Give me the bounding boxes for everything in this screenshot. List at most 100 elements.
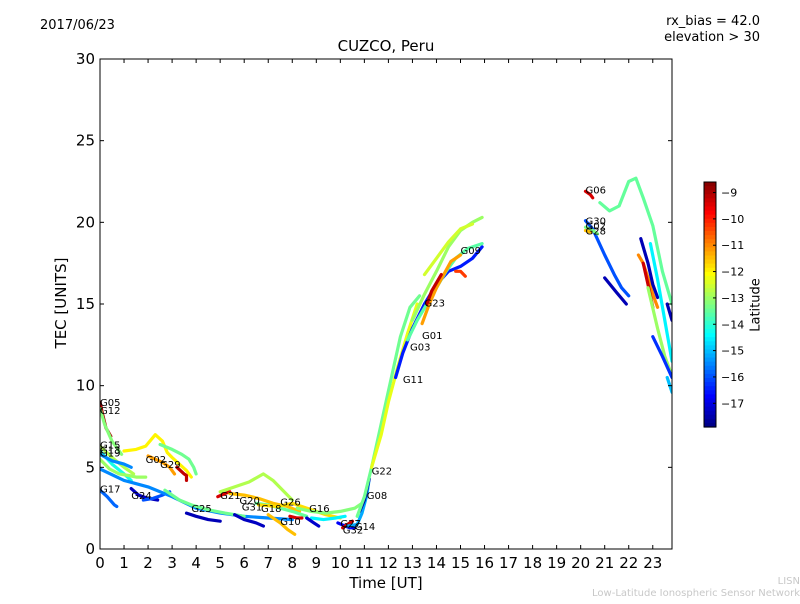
annotation-layer: G05G12G15G13G19G17G24G02G29G25G21G20G31G… bbox=[100, 186, 606, 537]
colorbar-segment bbox=[704, 390, 716, 395]
prn-label: G14 bbox=[355, 522, 375, 533]
chart-title: CUZCO, Peru bbox=[337, 37, 435, 55]
satellite-track bbox=[305, 516, 321, 528]
colorbar-segment bbox=[704, 345, 716, 351]
satellite-track bbox=[665, 302, 672, 322]
colorbar-tick-label: −13 bbox=[721, 292, 744, 305]
satellite-track bbox=[175, 465, 189, 482]
prn-label: G21 bbox=[220, 491, 240, 502]
x-tick-label: 12 bbox=[379, 554, 398, 572]
colorbar-segment bbox=[704, 386, 716, 391]
satellite-track bbox=[425, 273, 443, 306]
x-tick-label: 3 bbox=[167, 554, 177, 572]
colorbar-tick-label: −14 bbox=[721, 318, 744, 331]
satellite-track bbox=[146, 454, 177, 476]
y-tick-label: 15 bbox=[76, 295, 95, 313]
x-tick-label: 18 bbox=[523, 554, 542, 572]
x-tick-label: 10 bbox=[331, 554, 350, 572]
satellite-track bbox=[100, 457, 148, 479]
colorbar-segment bbox=[704, 398, 716, 404]
colorbar-segment bbox=[704, 300, 716, 306]
colorbar-segment bbox=[704, 235, 716, 240]
satellite-track bbox=[370, 302, 419, 469]
prn-label: G28 bbox=[585, 227, 605, 238]
colorbar-segment bbox=[704, 271, 716, 277]
x-tick-label: 21 bbox=[595, 554, 614, 572]
prn-label: G22 bbox=[372, 467, 392, 478]
colorbar-segment bbox=[704, 182, 716, 187]
prn-label: G02 bbox=[585, 222, 605, 233]
prn-label: G27 bbox=[340, 519, 360, 530]
colorbar-segment bbox=[704, 222, 716, 228]
y-tick-label: 5 bbox=[85, 458, 95, 476]
prn-label: G17 bbox=[100, 485, 120, 496]
satellite-track bbox=[309, 514, 347, 522]
prn-label: G13 bbox=[100, 445, 120, 456]
prn-label: G03 bbox=[410, 342, 430, 353]
x-tick-label: 22 bbox=[619, 554, 638, 572]
x-tick-label: 2 bbox=[143, 554, 153, 572]
prn-label: G31 bbox=[242, 503, 262, 514]
satellite-track bbox=[410, 215, 484, 322]
satellite-track bbox=[295, 501, 364, 515]
prn-label: G08 bbox=[367, 491, 387, 502]
colorbar-segment bbox=[704, 333, 716, 338]
colorbar-segment bbox=[704, 341, 716, 346]
colorbar-frame bbox=[703, 181, 717, 428]
colorbar-segment bbox=[704, 394, 716, 400]
colorbar-segment bbox=[704, 239, 716, 244]
y-tick-label: 30 bbox=[76, 50, 95, 68]
satellite-track bbox=[648, 242, 672, 363]
prn-label: G11 bbox=[403, 375, 423, 386]
colorbar-segment bbox=[704, 275, 716, 281]
colorbar-segment bbox=[704, 406, 716, 412]
colorbar-segment bbox=[704, 349, 716, 355]
colorbar-segment bbox=[704, 267, 716, 273]
colorbar-segment bbox=[704, 194, 716, 199]
elevation-label: elevation > 30 bbox=[664, 30, 760, 45]
prn-label: G09 bbox=[461, 246, 481, 257]
satellite-track bbox=[266, 513, 297, 536]
x-tick-label: 1 bbox=[119, 554, 129, 572]
prn-label: G18 bbox=[261, 504, 281, 515]
colorbar-segment bbox=[704, 243, 716, 248]
colorbar-segment bbox=[704, 214, 716, 220]
prn-label: G25 bbox=[191, 504, 211, 515]
colorbar-segment bbox=[704, 382, 716, 387]
colorbar-segment bbox=[704, 231, 716, 236]
prn-label: G05 bbox=[100, 398, 120, 409]
x-tick-label: 13 bbox=[403, 554, 422, 572]
colorbar-segment bbox=[704, 324, 716, 330]
colorbar-segment bbox=[704, 288, 716, 293]
satellite-track bbox=[603, 276, 628, 306]
colorbar-segment bbox=[704, 353, 716, 359]
axes-layer: 0 1 2 3 4 5 6 7 8 9 10 11 12 13 14 15 16 17 18 19 20 21 22 2305… bbox=[76, 50, 672, 572]
x-tick-label: 4 bbox=[191, 554, 201, 572]
satellite-track bbox=[422, 222, 475, 277]
colorbar-segment bbox=[704, 418, 716, 424]
prn-label: G20 bbox=[239, 496, 259, 507]
prn-label: G02 bbox=[146, 455, 166, 466]
satellite-track bbox=[158, 442, 198, 476]
x-tick-label: 6 bbox=[239, 554, 249, 572]
x-tick-label: 16 bbox=[475, 554, 494, 572]
x-tick-label: 0 bbox=[95, 554, 105, 572]
satellite-track bbox=[583, 219, 631, 298]
x-tick-label: 14 bbox=[427, 554, 446, 572]
colorbar-tick-label: −16 bbox=[721, 371, 744, 384]
colorbar-segment bbox=[704, 251, 716, 257]
x-tick-label: 20 bbox=[571, 554, 590, 572]
colorbar-segment bbox=[704, 373, 716, 379]
colorbar-segment bbox=[704, 210, 716, 216]
colorbar-segment bbox=[704, 186, 716, 191]
colorbar-segment bbox=[704, 206, 716, 212]
prn-label: G16 bbox=[309, 504, 329, 515]
colorbar-segment bbox=[704, 369, 716, 375]
colorbar-tick-label: −11 bbox=[721, 239, 744, 252]
colorbar-tick-label: −9 bbox=[721, 187, 737, 200]
satellite-track bbox=[233, 513, 265, 528]
colorbar-tick-label: −15 bbox=[721, 345, 744, 358]
colorbar-segment bbox=[704, 320, 716, 326]
credit-acronym: LISN bbox=[777, 576, 800, 587]
